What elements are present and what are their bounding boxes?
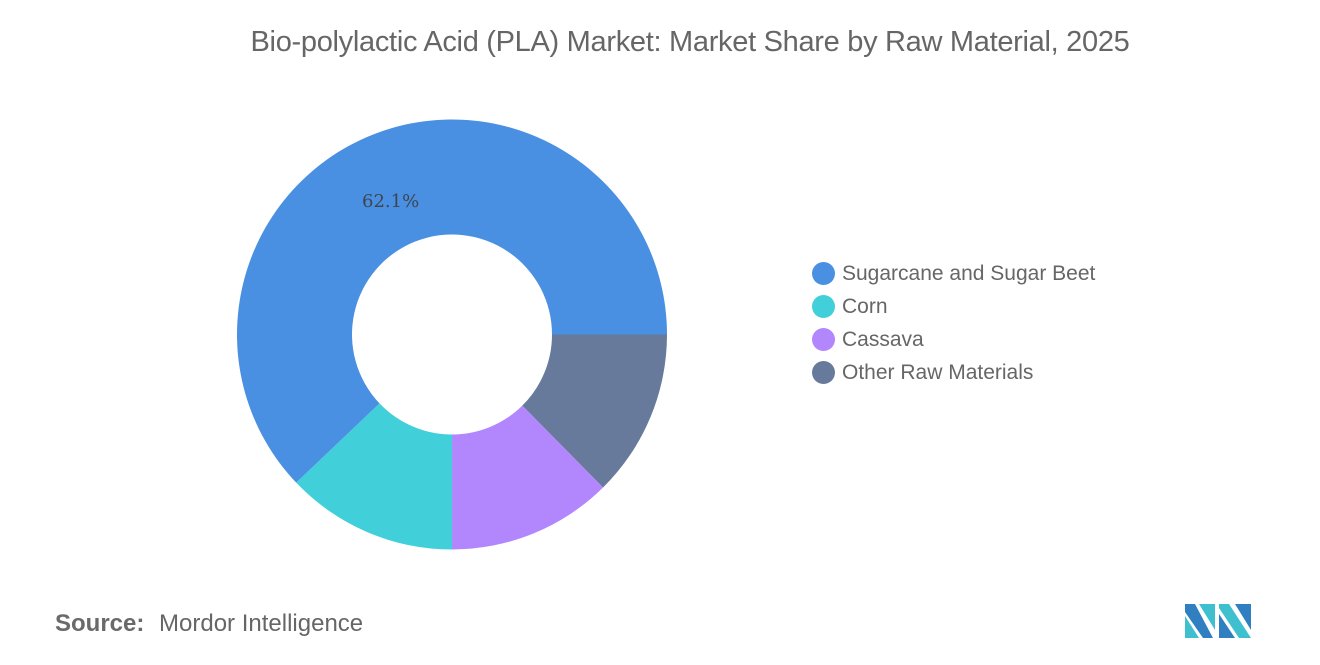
legend-dot-icon xyxy=(812,295,835,318)
mordor-intelligence-logo-icon xyxy=(1185,604,1251,638)
legend-label: Corn xyxy=(842,294,888,318)
legend-item-corn[interactable]: Corn xyxy=(812,290,1095,323)
donut-slice-sugarcane-and-sugar-beet[interactable] xyxy=(237,119,667,483)
donut-slices xyxy=(237,119,667,550)
donut-slice-cassava[interactable] xyxy=(452,405,604,550)
slice-value-label: 62.1% xyxy=(362,191,419,212)
legend-item-sugarcane[interactable]: Sugarcane and Sugar Beet xyxy=(812,257,1095,290)
legend-label: Other Raw Materials xyxy=(842,360,1034,384)
source-note: Source: Mordor Intelligence xyxy=(55,610,363,638)
legend-item-cassava[interactable]: Cassava xyxy=(812,323,1095,356)
legend-item-other[interactable]: Other Raw Materials xyxy=(812,356,1095,389)
legend-dot-icon xyxy=(812,361,835,384)
legend-label: Cassava xyxy=(842,327,924,351)
source-value: Mordor Intelligence xyxy=(159,610,364,637)
legend: Sugarcane and Sugar Beet Corn Cassava Ot… xyxy=(812,257,1095,389)
legend-label: Sugarcane and Sugar Beet xyxy=(842,261,1096,285)
legend-dot-icon xyxy=(812,262,835,285)
legend-dot-icon xyxy=(812,328,835,351)
donut-slice-other-raw-materials[interactable] xyxy=(522,334,667,488)
donut-slice-corn[interactable] xyxy=(296,403,452,550)
source-label: Source: xyxy=(55,610,145,637)
chart-title: Bio-polylactic Acid (PLA) Market: Market… xyxy=(250,26,1130,58)
